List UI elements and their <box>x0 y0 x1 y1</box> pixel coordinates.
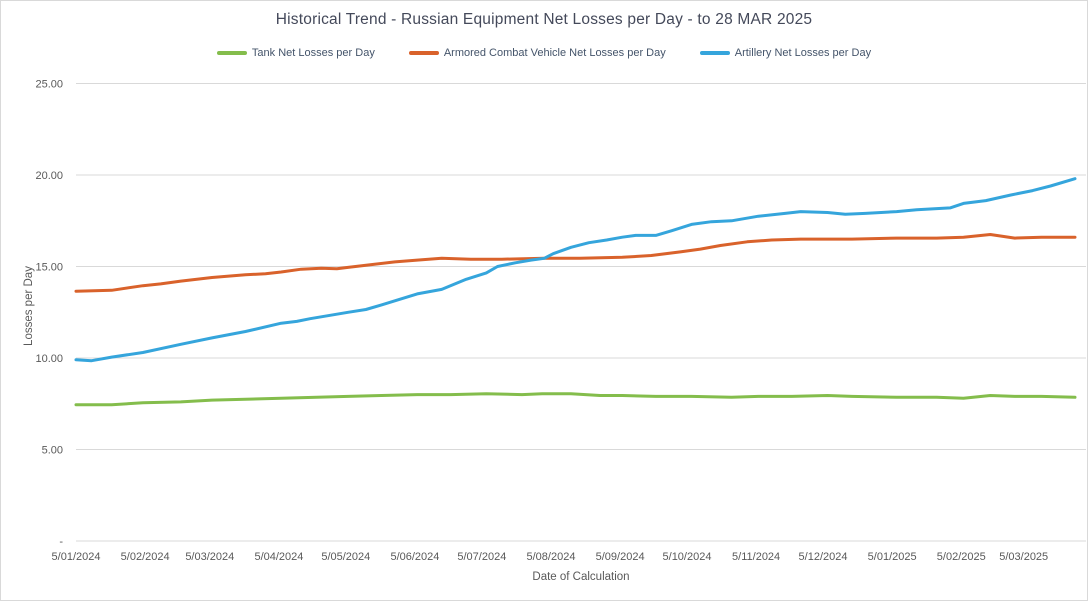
series-line-1[interactable] <box>74 392 1077 407</box>
series-line-2[interactable] <box>74 233 1077 293</box>
x-axis-title: Date of Calculation <box>532 571 630 583</box>
y-tick-label: 20.00 <box>35 170 63 182</box>
x-tick-label: 5/09/2024 <box>596 551 645 563</box>
x-tick-label: 5/12/2024 <box>799 551 848 563</box>
legend-swatch-icon <box>699 51 730 55</box>
series-line-3[interactable] <box>74 177 1077 363</box>
x-tick-label: 5/11/2024 <box>732 551 780 563</box>
y-tick-label: - <box>59 536 63 548</box>
legend-label: Armored Combat Vehicle Net Losses per Da… <box>443 47 666 59</box>
x-tick-label: 5/04/2024 <box>254 551 303 563</box>
x-tick-label: 5/03/2025 <box>999 551 1048 563</box>
x-tick-label: 5/02/2024 <box>121 551 170 563</box>
x-tick-label: 5/03/2024 <box>185 551 234 563</box>
legend-item-2[interactable]: Armored Combat Vehicle Net Losses per Da… <box>408 47 666 59</box>
x-tick-label: 5/01/2025 <box>868 551 917 563</box>
x-tick-label: 5/01/2024 <box>52 551 101 563</box>
y-tick-label: 15.00 <box>35 262 63 274</box>
x-tick-label: 5/07/2024 <box>457 551 506 563</box>
legend-item-1[interactable]: Tank Net Losses per Day <box>216 47 375 59</box>
legend-swatch-icon <box>216 51 247 55</box>
x-tick-label: 5/08/2024 <box>527 551 576 563</box>
chart-legend: Tank Net Losses per Day Armored Combat Ve… <box>1 47 1087 59</box>
x-tick-label: 5/06/2024 <box>390 551 439 563</box>
legend-label: Artillery Net Losses per Day <box>734 47 872 59</box>
x-tick-label: 5/10/2024 <box>663 551 712 563</box>
x-tick-label: 5/05/2024 <box>321 551 370 563</box>
y-axis-title: Losses per Day <box>23 266 35 346</box>
y-tick-label: 10.00 <box>35 353 63 365</box>
chart-title: Historical Trend - Russian Equipment Net… <box>275 11 813 28</box>
legend-swatch-icon <box>408 51 439 55</box>
legend-item-3[interactable]: Artillery Net Losses per Day <box>699 47 872 59</box>
x-tick-label: 5/02/2025 <box>937 551 986 563</box>
legend-label: Tank Net Losses per Day <box>251 47 375 59</box>
y-tick-label: 5.00 <box>42 445 63 457</box>
y-tick-label: 25.00 <box>35 79 63 91</box>
